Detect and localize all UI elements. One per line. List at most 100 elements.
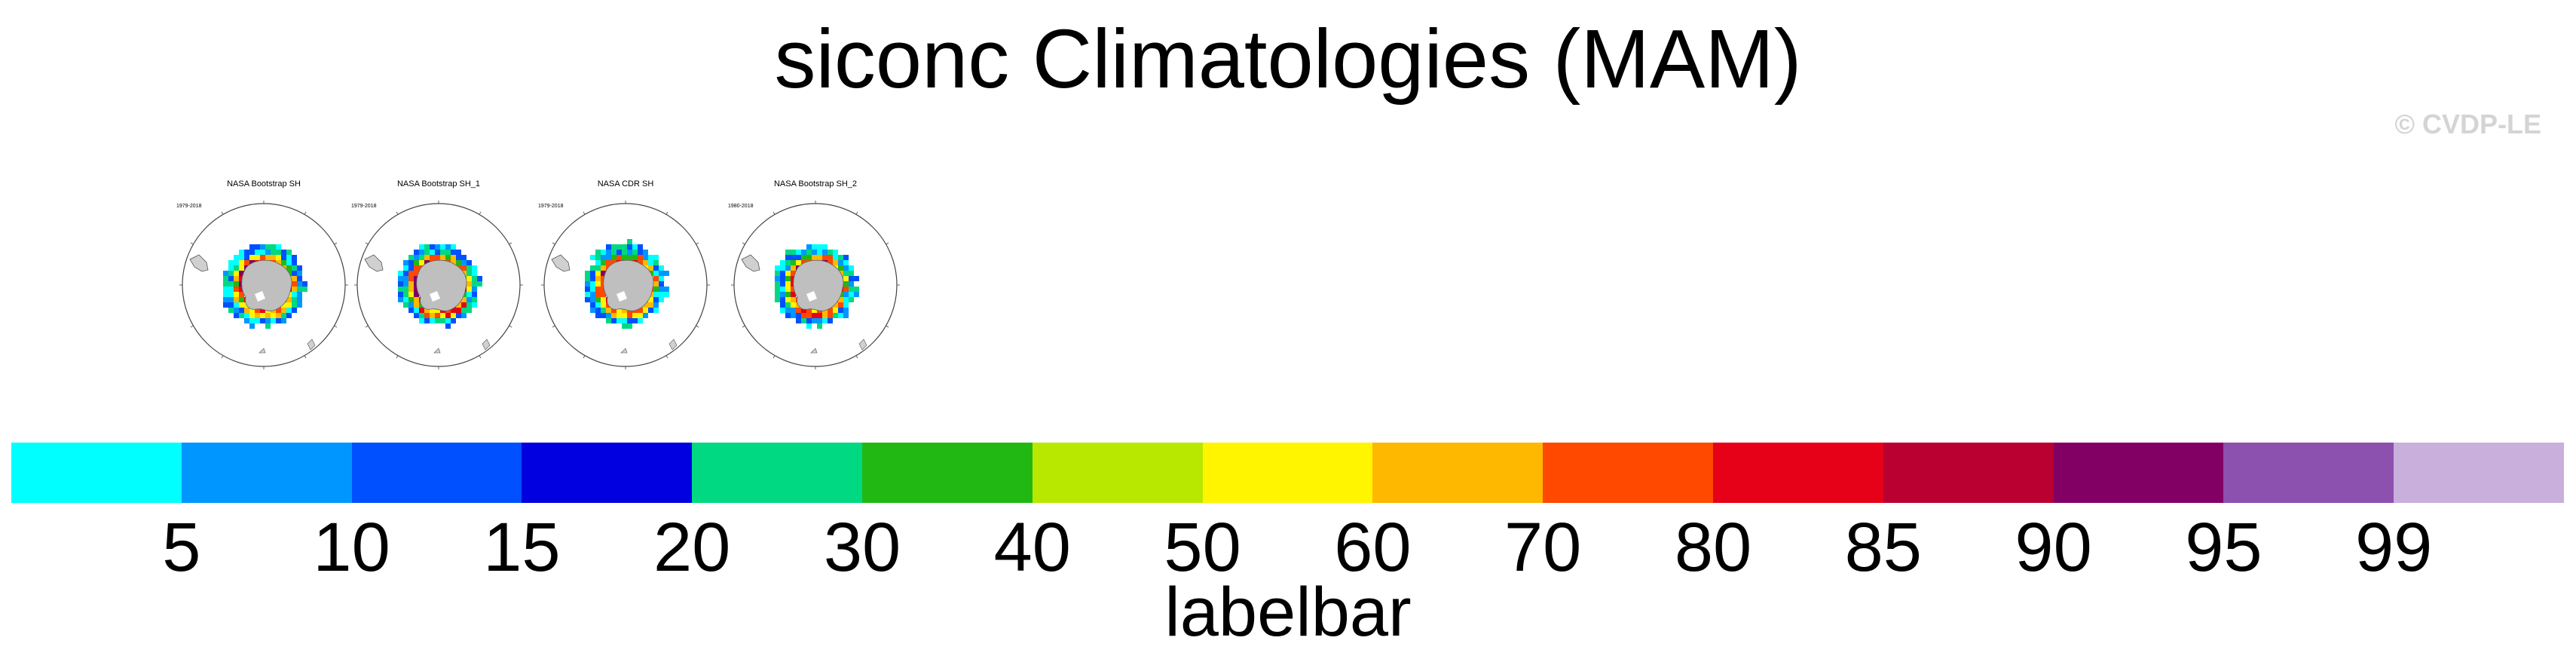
sea-ice-cell xyxy=(659,287,664,292)
sea-ice-cell xyxy=(638,318,643,323)
panel-title: NASA Bootstrap SH_2 xyxy=(773,179,858,188)
sea-ice-cell xyxy=(817,244,822,250)
sea-ice-cell xyxy=(435,244,440,250)
sea-ice-cell xyxy=(419,250,424,255)
sea-ice-cell xyxy=(601,292,606,297)
labelbar-tick-label: 95 xyxy=(2185,509,2262,586)
sea-ice-cell xyxy=(653,271,659,276)
sea-ice-cell xyxy=(817,250,822,255)
sea-ice-cell xyxy=(611,318,616,323)
sea-ice-cell xyxy=(461,302,467,308)
sea-ice-cell xyxy=(843,281,849,287)
sea-ice-cell xyxy=(606,255,611,260)
sea-ice-cell xyxy=(249,323,255,329)
sea-ice-cell xyxy=(398,276,403,281)
sea-ice-cell xyxy=(440,244,445,250)
sea-ice-cell xyxy=(239,287,244,292)
sea-ice-cell xyxy=(249,244,255,250)
south-polar-map xyxy=(354,201,523,369)
sea-ice-cell xyxy=(833,250,838,255)
sea-ice-cell xyxy=(408,255,414,260)
sea-ice-cell xyxy=(585,287,590,292)
sea-ice-cell xyxy=(632,255,638,260)
sea-ice-cell xyxy=(595,250,601,255)
labelbar-tick-label: 50 xyxy=(1164,509,1241,586)
sea-ice-cell xyxy=(234,287,239,292)
sea-ice-cell xyxy=(653,308,659,313)
sea-ice-cell xyxy=(234,297,239,302)
sea-ice-cell xyxy=(812,318,817,323)
sea-ice-cell xyxy=(467,260,472,265)
sea-ice-cell xyxy=(271,318,276,323)
sea-ice-cell xyxy=(611,244,616,250)
sea-ice-cell xyxy=(234,271,239,276)
sea-ice-cell xyxy=(276,244,281,250)
sea-ice-cell xyxy=(843,260,849,265)
sea-ice-cell xyxy=(648,302,653,308)
sea-ice-cell xyxy=(653,292,659,297)
sea-ice-cell xyxy=(590,281,595,287)
sea-ice-cell xyxy=(430,308,435,313)
sea-ice-cell xyxy=(276,313,281,318)
sea-ice-cell xyxy=(414,292,419,297)
sea-ice-cell xyxy=(451,260,456,265)
sea-ice-cell xyxy=(414,302,419,308)
sea-ice-cell xyxy=(791,271,796,276)
sea-ice-cell xyxy=(234,255,239,260)
panel-title: NASA CDR SH xyxy=(597,179,654,188)
sea-ice-cell xyxy=(659,292,664,297)
sea-ice-cell xyxy=(403,276,408,281)
sea-ice-cell xyxy=(653,265,659,271)
sea-ice-cell xyxy=(408,276,414,281)
sea-ice-cell xyxy=(785,265,791,271)
sea-ice-cell xyxy=(638,308,643,313)
sea-ice-cell xyxy=(223,276,228,281)
sea-ice-cell xyxy=(239,313,244,318)
sea-ice-cell xyxy=(281,313,286,318)
south-polar-map xyxy=(179,201,348,369)
sea-ice-cell xyxy=(585,276,590,281)
sea-ice-cell xyxy=(616,255,622,260)
sea-ice-cell xyxy=(292,297,297,302)
sea-ice-cell xyxy=(664,287,669,292)
sea-ice-cell xyxy=(601,287,606,292)
sea-ice-cell xyxy=(244,255,249,260)
sea-ice-cell xyxy=(616,308,622,313)
sea-ice-cell xyxy=(249,313,255,318)
sea-ice-cell xyxy=(606,313,611,318)
sea-ice-cell xyxy=(456,260,461,265)
sea-ice-cell xyxy=(627,239,632,244)
sea-ice-cell xyxy=(775,265,780,271)
sea-ice-cell xyxy=(833,313,838,318)
sea-ice-cell xyxy=(585,292,590,297)
sea-ice-cell xyxy=(775,287,780,292)
sea-ice-cell xyxy=(234,302,239,308)
sea-ice-cell xyxy=(265,323,271,329)
sea-ice-cell xyxy=(461,255,467,260)
sea-ice-cell xyxy=(785,271,791,276)
sea-ice-cell xyxy=(414,250,419,255)
sea-ice-cell xyxy=(286,255,292,260)
labelbar-tick-label: 10 xyxy=(313,509,390,586)
sea-ice-cell xyxy=(616,244,622,250)
sea-ice-cell xyxy=(408,297,414,302)
sea-ice-cell xyxy=(822,318,828,323)
sea-ice-cell xyxy=(467,292,472,297)
sea-ice-cell xyxy=(812,308,817,313)
sea-ice-cell xyxy=(276,260,281,265)
sea-ice-cell xyxy=(849,271,854,276)
sea-ice-cell xyxy=(775,276,780,281)
sea-ice-cell xyxy=(234,313,239,318)
sea-ice-cell xyxy=(601,308,606,313)
sea-ice-cell xyxy=(643,250,648,255)
sea-ice-cell xyxy=(260,308,265,313)
panel-period: 1979-2018 xyxy=(538,204,564,209)
sea-ice-cell xyxy=(780,302,785,308)
sea-ice-cell xyxy=(271,250,276,255)
sea-ice-cell xyxy=(812,255,817,260)
sea-ice-cell xyxy=(292,308,297,313)
sea-ice-cell xyxy=(595,292,601,297)
labelbar-tick-label: 85 xyxy=(1844,509,1922,586)
sea-ice-cell xyxy=(843,302,849,308)
sea-ice-cell xyxy=(601,250,606,255)
